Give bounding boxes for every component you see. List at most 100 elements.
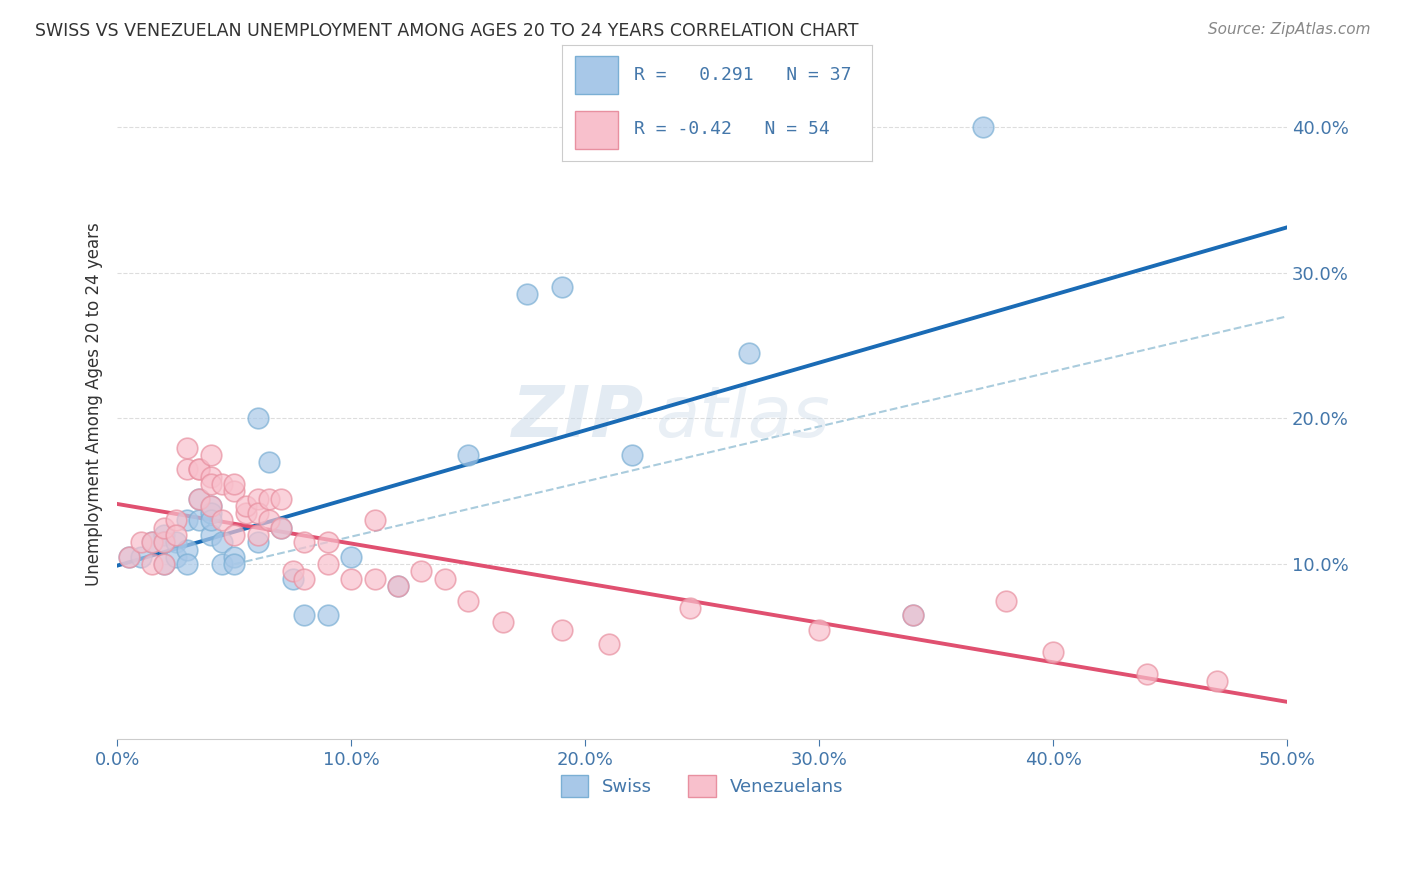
Point [211,477,233,491]
Point [176,557,198,571]
Point [224,557,246,571]
Point [165,535,187,549]
Point [516,287,538,301]
Text: ZIP: ZIP [512,383,644,451]
Point [188,462,211,476]
Point [995,593,1018,607]
Point [246,491,269,506]
Point [259,455,281,469]
Point [224,484,246,499]
Point [901,608,924,623]
Point [316,557,339,571]
Point [492,615,515,630]
Point [246,528,269,542]
Point [433,572,456,586]
Point [270,521,292,535]
Point [188,491,211,506]
Point [200,499,222,513]
Point [118,549,141,564]
Point [679,601,702,615]
Point [259,513,281,527]
Point [246,411,269,425]
Point [340,549,363,564]
Text: atlas: atlas [655,383,830,451]
Point [235,506,257,520]
Point [281,565,304,579]
Point [200,448,222,462]
Point [270,521,292,535]
Point [153,535,176,549]
Point [1136,666,1159,681]
Point [176,542,198,557]
Point [141,557,163,571]
Point [281,572,304,586]
Point [411,565,433,579]
Point [211,535,233,549]
Text: R =   0.291   N = 37: R = 0.291 N = 37 [634,66,851,85]
FancyBboxPatch shape [575,111,619,149]
Point [340,572,363,586]
Point [246,535,269,549]
Point [316,535,339,549]
Point [387,579,409,593]
Point [457,448,479,462]
Legend: Swiss, Venezuelans: Swiss, Venezuelans [554,767,851,804]
Point [551,623,574,637]
Point [211,557,233,571]
Point [153,557,176,571]
Point [200,499,222,513]
Text: Source: ZipAtlas.com: Source: ZipAtlas.com [1208,22,1371,37]
Point [292,608,315,623]
Point [1205,673,1227,688]
Point [270,491,292,506]
Point [235,499,257,513]
Point [224,528,246,542]
Point [211,513,233,527]
Point [129,549,152,564]
Point [153,557,176,571]
Point [176,462,198,476]
Text: SWISS VS VENEZUELAN UNEMPLOYMENT AMONG AGES 20 TO 24 YEARS CORRELATION CHART: SWISS VS VENEZUELAN UNEMPLOYMENT AMONG A… [35,22,859,40]
Point [316,608,339,623]
Point [808,623,831,637]
Point [176,441,198,455]
Point [188,462,211,476]
Point [153,521,176,535]
Point [200,506,222,520]
Point [224,477,246,491]
Point [141,535,163,549]
Point [1042,645,1064,659]
Point [901,608,924,623]
FancyBboxPatch shape [575,56,619,95]
Point [246,506,269,520]
Point [165,528,187,542]
Point [200,513,222,527]
Point [292,572,315,586]
Point [188,513,211,527]
Point [387,579,409,593]
Point [972,120,994,134]
Point [176,513,198,527]
Point [153,535,176,549]
Point [551,280,574,294]
Point [188,491,211,506]
Point [292,535,315,549]
Point [738,346,761,360]
Point [118,549,141,564]
Point [457,593,479,607]
Point [200,528,222,542]
Point [141,535,163,549]
Point [200,469,222,483]
Point [259,491,281,506]
Text: R = -0.42   N = 54: R = -0.42 N = 54 [634,120,830,137]
Point [200,477,222,491]
Point [363,513,385,527]
Point [153,528,176,542]
Point [165,513,187,527]
Point [363,572,385,586]
Point [129,535,152,549]
Point [598,637,620,651]
Y-axis label: Unemployment Among Ages 20 to 24 years: Unemployment Among Ages 20 to 24 years [86,222,103,586]
Point [165,549,187,564]
Point [620,448,643,462]
